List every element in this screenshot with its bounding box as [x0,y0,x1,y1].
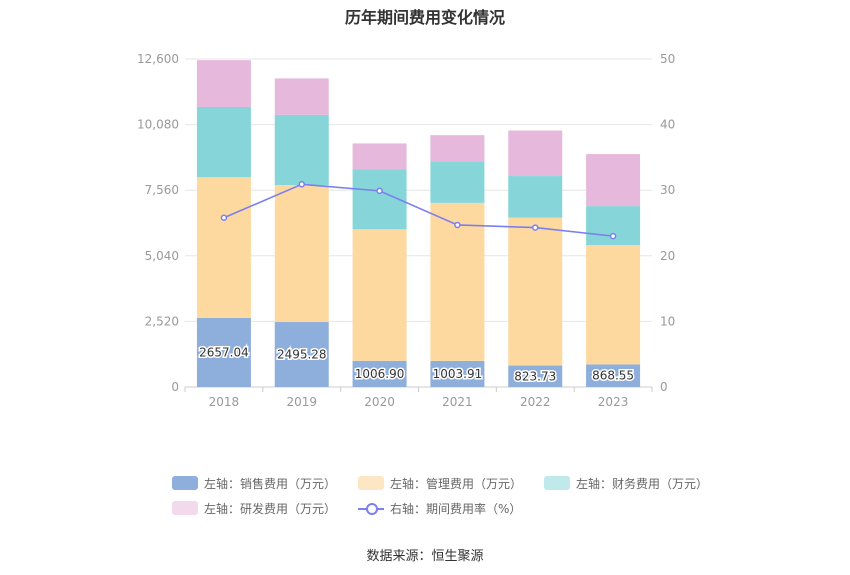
y-right-tick-label: 50 [660,52,675,66]
rate-line [223,183,614,237]
legend: 左轴：销售费用（万元） 左轴：管理费用（万元） 左轴：财务费用（万元） 左轴：研发费… [0,472,850,522]
bar-value-label: 868.55 [592,369,634,383]
source-note: 数据来源：恒生聚源 [366,549,484,564]
bar-management [196,177,251,318]
bar-value-label: 1006.90 [355,367,405,381]
y-left-tick-label: 2,520 [145,314,179,328]
bar-rd [586,154,641,207]
bar-management [508,217,563,366]
rate-point [220,214,228,222]
legend-label: 左轴：研发费用（万元） [204,501,337,516]
y-right-tick-label: 0 [660,380,668,394]
x-tick-label: 2020 [364,395,395,409]
bar-value-label: 1003.91 [433,367,483,381]
legend-label: 右轴：期间费用率（%） [390,501,522,516]
bar-sales [196,317,251,387]
bar-value-label: 2495.28 [277,348,327,362]
legend-swatch [358,476,385,490]
bar-management [586,245,641,365]
bar-rd [274,78,329,115]
bar-sales [586,364,641,387]
bar-sales [352,360,407,387]
legend-label: 左轴：财务费用（万元） [576,476,709,491]
y-left-tick-label: 5,040 [145,249,179,263]
legend-label: 左轴：管理费用（万元） [390,476,523,491]
rate-point [532,224,539,231]
x-tick-label: 2023 [598,395,629,409]
bar-sales [430,360,485,387]
y-left-tick-label: 0 [171,380,179,394]
bar-rd [352,143,407,170]
rate-point [376,187,383,195]
legend-item[interactable]: 左轴：研发费用（万元） [172,500,336,517]
bar-rd [508,130,563,177]
x-tick-label: 2022 [520,395,551,409]
legend-row-1: 左轴：销售费用（万元） 左轴：管理费用（万元） 左轴：财务费用（万元） [0,472,850,494]
bar-sales [274,322,329,387]
y-right-tick-label: 30 [660,183,675,197]
legend-item[interactable]: 左轴：管理费用（万元） [358,475,522,492]
rate-point [454,221,461,229]
bar-finance [508,176,563,218]
bar-management [430,202,485,361]
bar-value-label: 823.73 [514,369,556,383]
legend-item[interactable]: 右轴：期间费用率（%） [358,500,521,517]
rate-point [609,232,617,240]
bar-management [352,229,407,361]
y-right-tick-label: 10 [660,314,675,328]
y-left-tick-label: 12,600 [137,52,179,66]
y-right-tick-label: 40 [660,118,675,132]
bar-finance [430,161,485,203]
legend-swatch [172,501,198,515]
bar-sales [508,365,563,387]
bar-rd [430,135,485,162]
y-left-tick-label: 10,080 [137,118,179,132]
chart-title: 历年期间费用变化情况 [344,8,505,27]
bar-finance [274,114,329,186]
legend-item[interactable]: 左轴：财务费用（万元） [544,475,708,492]
legend-swatch [172,476,198,490]
y-right-tick-label: 20 [660,249,675,263]
y-left-tick-label: 7,560 [145,183,179,197]
bar-value-label: 2657.04 [199,345,249,359]
chart-canvas: 0 0 2,520 10 5,040 20 7,560 30 10,080 40 12,600 50 2… [137,52,675,409]
bar-rd [196,60,251,107]
legend-label: 左轴：销售费用（万元） [204,476,337,491]
legend-row-2: 左轴：研发费用（万元） 右轴：期间费用率（%） [0,497,850,519]
rate-point [298,181,305,188]
x-tick-label: 2018 [209,395,240,409]
legend-item[interactable]: 左轴：销售费用（万元） [172,475,336,492]
bar-management [274,185,329,323]
x-tick-label: 2021 [442,395,473,409]
bar-finance [196,106,251,178]
x-tick-label: 2019 [286,395,317,409]
legend-swatch [544,476,571,490]
legend-line-swatch [358,501,385,515]
